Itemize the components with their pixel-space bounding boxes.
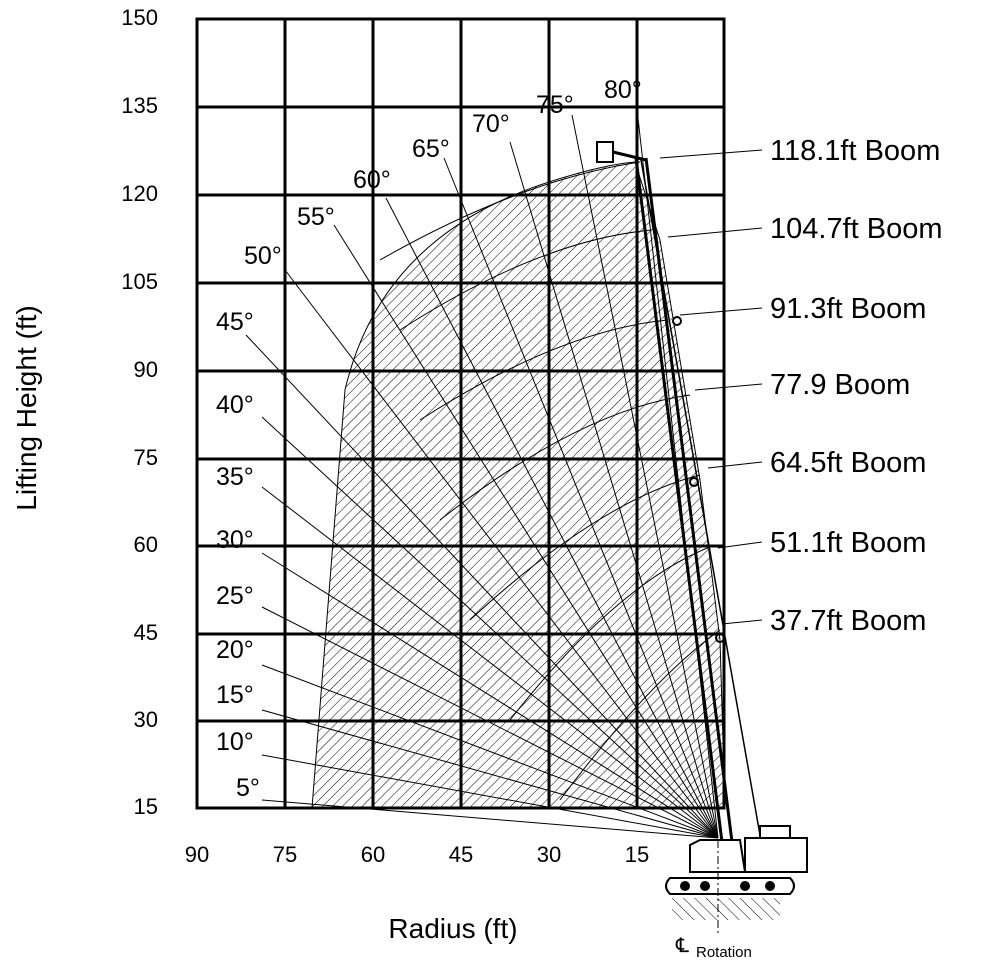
y-tick: 15 (134, 794, 158, 819)
angle-label: 25° (216, 582, 254, 610)
x-tick: 60 (361, 842, 385, 867)
y-tick: 120 (121, 181, 158, 206)
angle-label: 40° (216, 391, 254, 419)
rotation-symbol: ℄ (675, 935, 689, 957)
boom-label: 118.1ft Boom (770, 135, 940, 167)
boom-label: 91.3ft Boom (770, 293, 926, 325)
angle-label: 35° (216, 463, 254, 491)
y-tick: 135 (121, 93, 158, 118)
boom-label: 51.1ft Boom (770, 527, 926, 559)
x-axis-ticks: 90 75 60 45 30 15 (185, 842, 649, 867)
angle-label: 20° (216, 636, 254, 664)
boom-leader-lines (659, 149, 763, 625)
boom-label: 104.7ft Boom (770, 213, 943, 245)
angle-lines (245, 99, 719, 839)
angle-label: 30° (216, 526, 254, 554)
y-axis-title: Lifting Height (ft) (11, 305, 42, 510)
boom-label: 37.7ft Boom (770, 605, 926, 637)
angle-labels: 80° 75° 70° 65° 60° 55° 50° 45° 40° 35° … (216, 76, 642, 802)
rotation-label: Rotation (696, 944, 752, 961)
working-envelope (311, 161, 726, 809)
y-tick: 75 (134, 445, 158, 470)
angle-label: 15° (216, 681, 254, 709)
ground-hatch (672, 898, 780, 920)
y-tick: 90 (134, 357, 158, 382)
y-tick: 45 (134, 620, 158, 645)
y-tick: 30 (134, 707, 158, 732)
x-tick: 90 (185, 842, 209, 867)
grid (195, 17, 726, 810)
boom-labels: 118.1ft Boom 104.7ft Boom 91.3ft Boom 77… (770, 135, 943, 637)
y-tick: 60 (134, 532, 158, 557)
x-axis-title: Radius (ft) (388, 913, 517, 944)
angle-label: 60° (353, 166, 391, 194)
boom-label: 77.9 Boom (770, 369, 910, 401)
angle-label: 5° (236, 774, 260, 802)
x-tick: 30 (537, 842, 561, 867)
y-tick: 150 (121, 5, 158, 30)
angle-label: 10° (216, 728, 254, 756)
y-tick: 105 (121, 269, 158, 294)
x-tick: 75 (273, 842, 297, 867)
boom-label: 64.5ft Boom (770, 447, 926, 479)
angle-label: 45° (216, 308, 254, 336)
angle-label: 75° (536, 91, 574, 119)
angle-label: 80° (604, 76, 642, 104)
crane-boom (596, 141, 761, 843)
angle-label: 70° (472, 110, 510, 138)
angle-label: 55° (297, 203, 335, 231)
y-axis-ticks: 150 135 120 105 90 75 60 45 30 15 (121, 5, 158, 819)
x-tick: 15 (625, 842, 649, 867)
angle-label: 65° (412, 135, 450, 163)
x-tick: 45 (449, 842, 473, 867)
angle-label: 50° (244, 242, 282, 270)
crane-body (665, 825, 808, 895)
